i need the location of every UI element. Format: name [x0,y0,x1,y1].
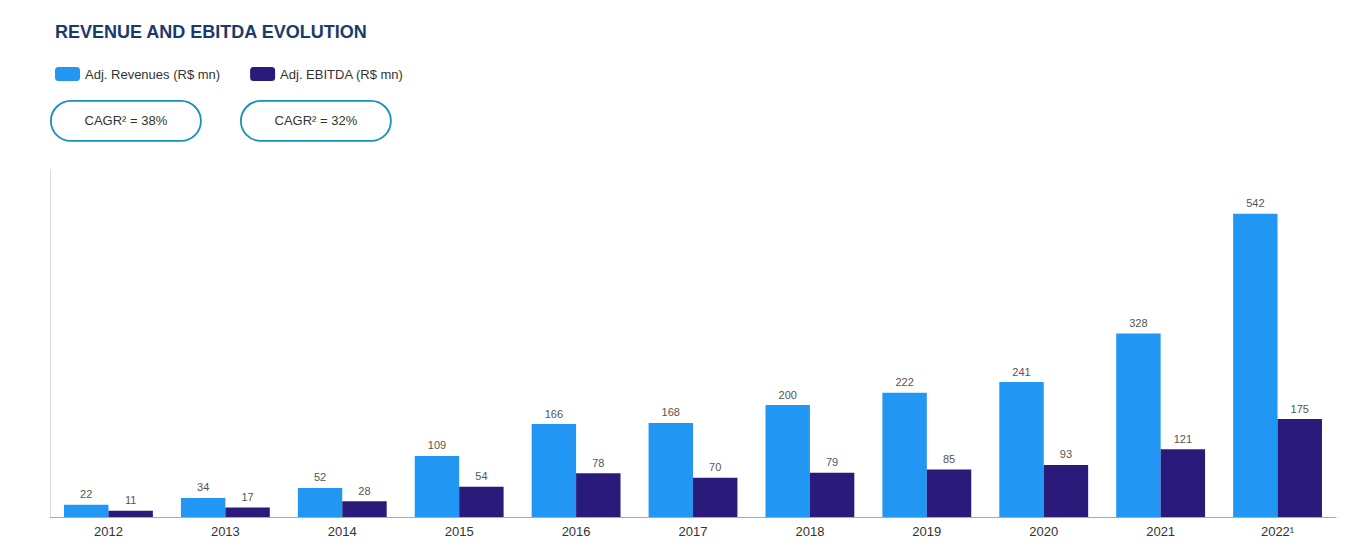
svg-text:241: 241 [1012,366,1030,378]
svg-text:2022¹: 2022¹ [1261,524,1295,539]
svg-text:168: 168 [662,406,680,418]
svg-text:542: 542 [1246,197,1264,209]
svg-text:CAGR² = 32%: CAGR² = 32% [275,113,358,128]
svg-text:2016: 2016 [562,524,591,539]
svg-text:2012: 2012 [94,524,123,539]
svg-text:328: 328 [1129,317,1147,329]
svg-text:2017: 2017 [679,524,708,539]
svg-text:222: 222 [895,376,913,388]
svg-text:11: 11 [125,494,136,506]
svg-text:2013: 2013 [211,524,240,539]
svg-text:2015: 2015 [445,524,474,539]
svg-text:CAGR² = 38%: CAGR² = 38% [85,113,168,128]
svg-text:70: 70 [709,461,721,473]
svg-text:2018: 2018 [795,524,824,539]
svg-text:109: 109 [428,439,446,451]
svg-text:28: 28 [358,485,370,497]
svg-text:22: 22 [80,488,92,500]
svg-text:54: 54 [475,470,487,482]
svg-text:2019: 2019 [912,524,941,539]
svg-text:85: 85 [943,453,955,465]
svg-text:79: 79 [826,456,838,468]
svg-text:52: 52 [314,471,326,483]
svg-text:200: 200 [779,389,797,401]
svg-text:2014: 2014 [328,524,357,539]
svg-text:REVENUE AND EBITDA EVOLUTION: REVENUE AND EBITDA EVOLUTION [55,22,367,42]
svg-text:Adj. EBITDA (R$ mn): Adj. EBITDA (R$ mn) [280,67,403,82]
svg-text:121: 121 [1174,433,1192,445]
svg-text:175: 175 [1291,403,1309,415]
svg-text:78: 78 [592,457,604,469]
svg-text:166: 166 [545,408,563,420]
svg-text:2021: 2021 [1146,524,1175,539]
svg-text:Adj. Revenues (R$ mn): Adj. Revenues (R$ mn) [85,67,220,82]
svg-text:2020: 2020 [1029,524,1058,539]
svg-text:93: 93 [1060,448,1072,460]
svg-text:34: 34 [197,481,209,493]
svg-text:17: 17 [241,491,253,503]
